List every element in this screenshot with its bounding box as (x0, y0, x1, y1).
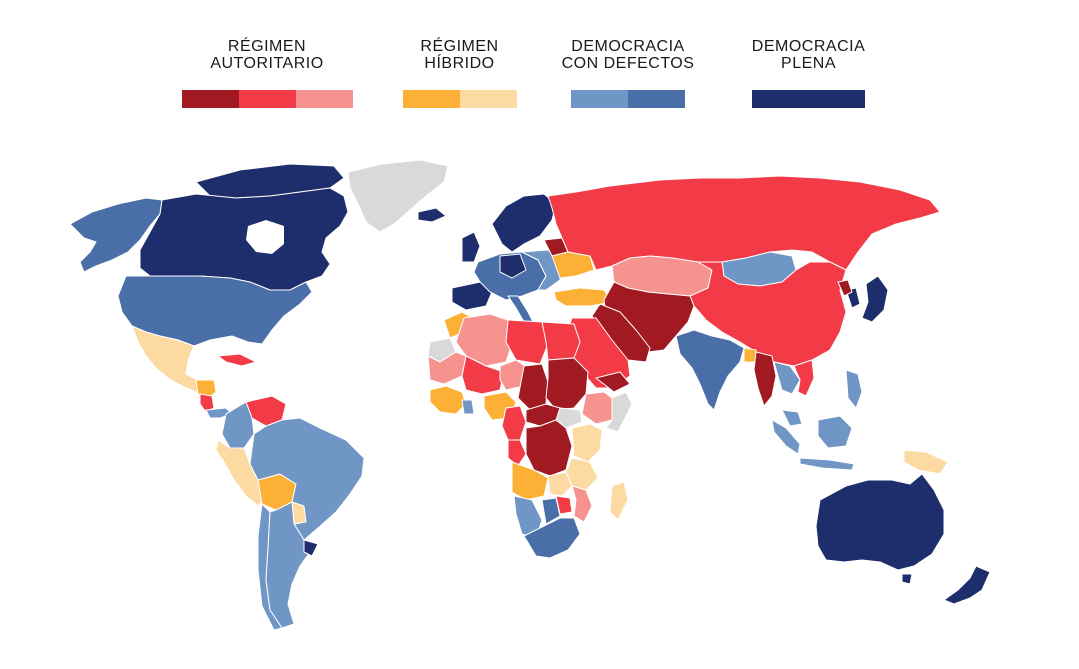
region-central-europe (499, 253, 527, 279)
region-zambia (547, 471, 573, 497)
swatch-authoritarian-dark (182, 90, 239, 108)
swatch-authoritarian-light (296, 90, 353, 108)
region-cuba (217, 353, 257, 367)
legend-label-line1: DEMOCRACIA (571, 38, 685, 55)
region-kenya-uganda (571, 423, 603, 463)
legend-label-line1: DEMOCRACIA (751, 38, 866, 55)
region-japan (861, 275, 889, 323)
region-egypt (541, 321, 581, 361)
region-myanmar (753, 351, 777, 407)
region-cameroon (501, 405, 527, 441)
region-alaska (69, 197, 163, 273)
legend-swatches (182, 90, 353, 108)
region-mozambique (571, 485, 593, 523)
region-uk (461, 231, 481, 263)
region-greenland (347, 159, 449, 233)
region-brazil (249, 417, 365, 541)
region-north-korea (837, 279, 853, 297)
region-somalia (605, 391, 633, 433)
region-australia (815, 473, 945, 571)
swatch-hybrid-dark (403, 90, 460, 108)
region-uruguay (303, 539, 319, 557)
legend-authoritarian: RÉGIMEN AUTORITARIO (182, 38, 353, 108)
legend-label-line1: RÉGIMEN (227, 38, 307, 55)
region-iceland (417, 207, 447, 223)
region-angola (511, 461, 549, 501)
region-turkey (553, 287, 613, 307)
legend-label-line2: HÍBRIDO (424, 55, 495, 72)
region-indonesia-borneo (817, 415, 853, 449)
region-new-zealand (943, 565, 991, 605)
region-indonesia-java (799, 457, 855, 471)
swatch-full (752, 90, 865, 108)
region-tasmania (901, 573, 913, 585)
region-colombia (221, 401, 255, 449)
region-algeria (455, 313, 513, 367)
legend-label-line2: CON DEFECTOS (561, 55, 695, 72)
legend-flawed-democracy: DEMOCRACIA CON DEFECTOS (562, 38, 694, 108)
region-russia (547, 175, 941, 271)
region-libya (505, 319, 549, 365)
swatch-authoritarian-mid (239, 90, 296, 108)
region-gabon-congo (507, 439, 527, 467)
region-yemen (595, 371, 631, 393)
region-philippines (845, 369, 863, 409)
region-china (689, 261, 847, 367)
region-canada (139, 187, 349, 291)
region-bangladesh (743, 347, 757, 363)
region-scandinavia (491, 193, 557, 253)
swatch-hybrid-light (460, 90, 517, 108)
legend-full-democracy: DEMOCRACIA PLENA (751, 38, 866, 108)
region-argentina (265, 501, 311, 629)
region-congo-drc (525, 419, 573, 477)
swatch-flawed-dark (628, 90, 685, 108)
region-indonesia-sumatra (771, 419, 801, 455)
region-west-coast (429, 385, 467, 415)
region-india (675, 329, 745, 411)
region-papua (903, 449, 949, 475)
legend-label-line2: AUTORITARIO (210, 55, 324, 72)
region-botswana (541, 497, 561, 525)
region-ghana (461, 399, 475, 415)
region-vietnam (793, 359, 815, 397)
region-malaysia (781, 409, 803, 427)
region-thailand (773, 361, 801, 395)
legend-label-line2: PLENA (781, 55, 836, 72)
legend-swatches (752, 90, 865, 108)
legend-swatches (571, 90, 685, 108)
region-south-africa (523, 517, 581, 559)
swatch-flawed-light (571, 90, 628, 108)
region-sudan (545, 357, 589, 411)
region-madagascar (609, 481, 629, 521)
legend-swatches (403, 90, 517, 108)
legend-hybrid: RÉGIMEN HÍBRIDO (403, 38, 517, 108)
region-hudson-bay (246, 220, 284, 254)
legend-label-line1: RÉGIMEN (420, 38, 499, 55)
